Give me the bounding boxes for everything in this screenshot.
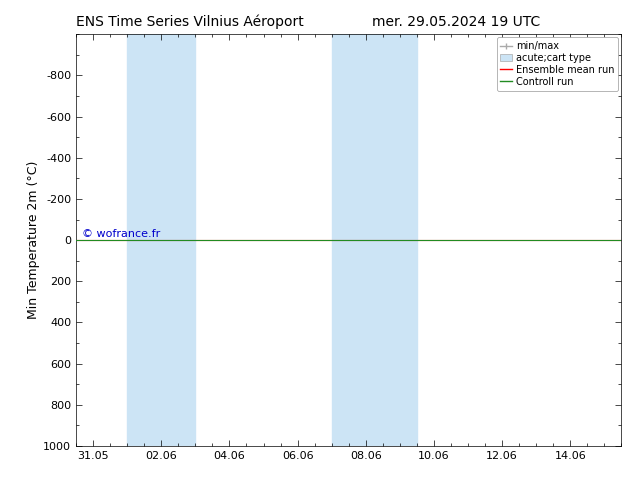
Bar — [332, 34, 417, 446]
Legend: min/max, acute;cart type, Ensemble mean run, Controll run: min/max, acute;cart type, Ensemble mean … — [496, 37, 618, 91]
Text: ENS Time Series Vilnius Aéroport: ENS Time Series Vilnius Aéroport — [76, 15, 304, 29]
Bar — [127, 34, 195, 446]
Text: © wofrance.fr: © wofrance.fr — [82, 229, 160, 239]
Y-axis label: Min Temperature 2m (°C): Min Temperature 2m (°C) — [27, 161, 41, 319]
Text: mer. 29.05.2024 19 UTC: mer. 29.05.2024 19 UTC — [372, 15, 541, 29]
